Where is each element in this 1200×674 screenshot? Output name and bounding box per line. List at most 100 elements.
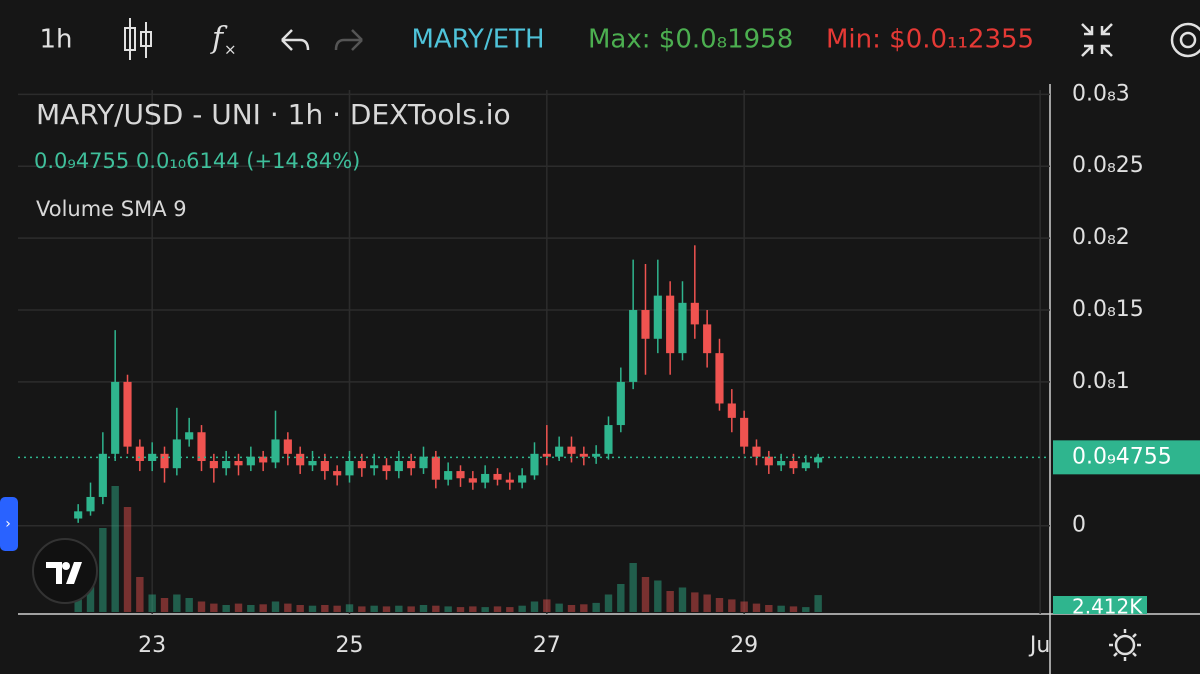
candle-body [629, 310, 638, 382]
tradingview-logo[interactable] [32, 538, 98, 604]
volume-bar [654, 580, 662, 612]
candle-body [357, 461, 366, 469]
volume-bar [358, 606, 366, 612]
volume-bar [493, 606, 502, 612]
volume-bar [592, 602, 600, 612]
y-tick-label: 0.0₈1 [1072, 369, 1130, 394]
candle-body [74, 511, 83, 519]
volume-bar [567, 605, 576, 612]
volume-bar [74, 591, 82, 612]
side-panel-toggle[interactable] [0, 497, 18, 551]
candle-body [493, 473, 502, 480]
candle-body [481, 473, 490, 483]
candle-body [727, 403, 736, 418]
candle-body [123, 381, 132, 447]
volume-last-tag [1053, 596, 1147, 614]
x-tick-label: 27 [533, 633, 561, 658]
candle-body [86, 496, 95, 512]
candle-body [592, 453, 601, 457]
candle-body [246, 456, 255, 466]
redo-icon[interactable] [334, 29, 363, 51]
candle-body [789, 461, 798, 469]
volume-bar [185, 598, 193, 612]
candle-body [814, 457, 823, 463]
x-tick-label: 25 [336, 633, 364, 658]
volume-bar [543, 599, 551, 612]
volume-bar [814, 595, 822, 612]
volume-bar [111, 486, 119, 612]
candle-body [345, 461, 354, 476]
candle-body [209, 461, 218, 469]
candle-body [666, 295, 675, 354]
candle-body [703, 324, 712, 354]
fullscreen-icon[interactable] [1081, 23, 1113, 57]
volume-bar [99, 528, 107, 612]
candle-body [678, 302, 687, 354]
volume-bar [321, 605, 329, 612]
volume-bar [148, 594, 156, 612]
candle-body [308, 461, 317, 466]
volume-bar [777, 605, 785, 612]
svg-text:×: × [224, 41, 237, 59]
volume-bar [555, 603, 563, 612]
volume-bar [802, 607, 810, 612]
candle-body [283, 439, 292, 454]
theme-icon[interactable] [1109, 629, 1141, 661]
volume-bar [308, 605, 317, 612]
toolbar: 1h f × MARY/ETH Max: $0.0₈1958 Min: $0.0… [39, 18, 1200, 60]
volume-bar [444, 606, 452, 612]
volume-bar [678, 587, 687, 612]
y-tick-label: 0.0₈3 [1072, 81, 1130, 106]
volume-bar [752, 603, 761, 612]
volume-bar [469, 606, 477, 612]
volume-bar [432, 605, 440, 612]
y-tick-label: 0.0₈15 [1072, 297, 1144, 322]
min-label: Min: $0.0₁₁2355 [826, 25, 1034, 55]
interval-button[interactable]: 1h [39, 25, 72, 55]
candle-body [234, 461, 243, 466]
volume-bar [506, 607, 514, 612]
candle-body [172, 439, 181, 469]
volume-bar [728, 599, 736, 612]
candle-body [197, 432, 206, 462]
candle-body [160, 453, 169, 469]
candle-body [135, 446, 144, 462]
undo-icon[interactable] [281, 29, 310, 51]
candle-body [653, 295, 662, 339]
y-tick-label: 0.0₈2 [1072, 225, 1130, 250]
candle-body [333, 471, 342, 476]
candle-body [567, 446, 576, 454]
volume-bar [604, 594, 613, 612]
x-tick-label: Ju [1028, 633, 1050, 658]
candle-body [394, 461, 403, 472]
candle-body [505, 479, 514, 483]
volume-bar [284, 603, 292, 612]
volume-bar [222, 605, 230, 612]
candle-body [296, 453, 305, 466]
volume-bar [333, 605, 341, 612]
candle-body [690, 302, 699, 325]
volume-bar [173, 594, 181, 612]
volume-bar [136, 577, 144, 612]
volume-bar [296, 605, 304, 612]
candle-body [185, 432, 194, 440]
candle-body [579, 453, 588, 457]
candle-body [555, 446, 564, 457]
volume-bar [370, 605, 378, 612]
volume-bar [419, 605, 428, 612]
chart-title: MARY/USD - UNI · 1h · DEXTools.io [36, 98, 511, 131]
y-tick-label: 0 [1072, 513, 1086, 538]
volume-bar [691, 592, 699, 612]
candle-type-icon[interactable] [124, 18, 152, 60]
candle-body [148, 453, 157, 462]
volume-bar [617, 584, 625, 612]
indicator-label: Volume SMA 9 [36, 197, 187, 221]
volume-last-label: 2.412K [1072, 595, 1143, 619]
settings-icon[interactable] [1170, 22, 1200, 58]
volume-bar [407, 606, 415, 612]
pair-label[interactable]: MARY/ETH [411, 25, 544, 55]
x-tick-label: 23 [138, 633, 166, 658]
candle-body [468, 478, 477, 483]
volume-bar [580, 604, 588, 612]
